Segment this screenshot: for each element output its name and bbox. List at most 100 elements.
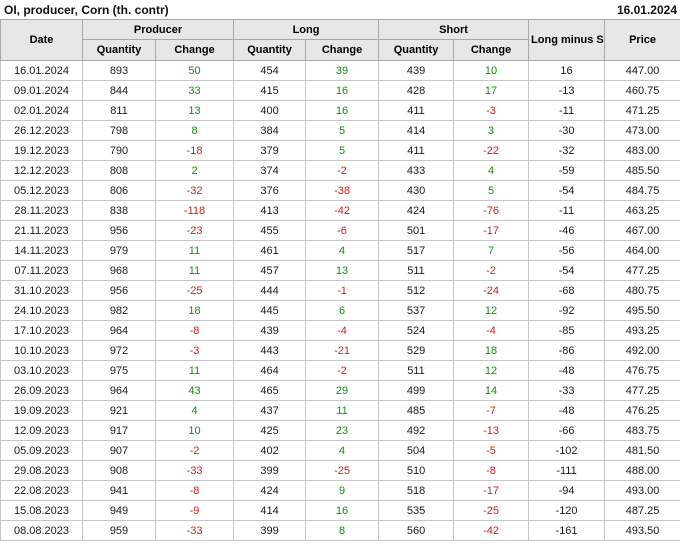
cell-short-quantity: 517 <box>378 240 455 261</box>
col-header-long-minus-short: Long minus Short <box>528 19 606 61</box>
cell-producer-change: 11 <box>154 240 235 261</box>
cell-producer-change: -8 <box>154 480 235 501</box>
cell-long-quantity: 415 <box>233 80 307 101</box>
cell-long-quantity: 384 <box>233 120 307 141</box>
cell-producer-quantity: 964 <box>82 380 156 401</box>
title-bar: OI, producer, Corn (th. contr) 16.01.202… <box>0 0 680 19</box>
cell-long-change: -38 <box>305 180 380 201</box>
table-row: 24.10.2023 982 18 445 6 537 12 -92 495.5… <box>0 300 680 321</box>
cell-long-minus-short: -11 <box>528 200 606 221</box>
cell-producer-change: -118 <box>154 200 235 221</box>
cell-date: 09.01.2024 <box>0 80 83 101</box>
cell-long-minus-short: -13 <box>528 80 606 101</box>
cell-price: 471.25 <box>604 100 680 121</box>
cell-short-change: -17 <box>453 480 530 501</box>
cell-producer-quantity: 956 <box>82 280 156 301</box>
cell-producer-quantity: 790 <box>82 140 156 161</box>
cell-price: 476.75 <box>604 360 680 381</box>
cell-date: 24.10.2023 <box>0 300 83 321</box>
cell-short-change: 18 <box>453 340 530 361</box>
cell-short-quantity: 511 <box>378 260 455 281</box>
cell-producer-quantity: 959 <box>82 520 156 541</box>
cell-date: 16.01.2024 <box>0 60 83 81</box>
cell-producer-quantity: 838 <box>82 200 156 221</box>
cell-short-change: -13 <box>453 420 530 441</box>
oi-table: Date Producer Long Short Long minus Shor… <box>0 19 680 541</box>
cell-short-quantity: 510 <box>378 460 455 481</box>
cell-producer-quantity: 956 <box>82 220 156 241</box>
cell-producer-quantity: 811 <box>82 100 156 121</box>
cell-long-minus-short: -66 <box>528 420 606 441</box>
col-group-short: Short <box>378 19 530 40</box>
col-header-long-change: Change <box>305 39 380 61</box>
cell-date: 05.09.2023 <box>0 440 83 461</box>
cell-short-change: 4 <box>453 160 530 181</box>
col-group-long: Long <box>233 19 380 40</box>
cell-short-change: 17 <box>453 80 530 101</box>
cell-short-quantity: 411 <box>378 100 455 121</box>
cell-long-change: 5 <box>305 140 380 161</box>
cell-producer-quantity: 798 <box>82 120 156 141</box>
table-row: 10.10.2023 972 -3 443 -21 529 18 -86 492… <box>0 340 680 361</box>
cell-producer-change: 43 <box>154 380 235 401</box>
cell-producer-quantity: 941 <box>82 480 156 501</box>
cell-long-minus-short: -111 <box>528 460 606 481</box>
cell-long-minus-short: -120 <box>528 500 606 521</box>
col-header-producer-change: Change <box>154 39 235 61</box>
cell-short-change: 14 <box>453 380 530 401</box>
cell-date: 02.01.2024 <box>0 100 83 121</box>
cell-short-change: -76 <box>453 200 530 221</box>
cell-producer-quantity: 908 <box>82 460 156 481</box>
cell-producer-quantity: 917 <box>82 420 156 441</box>
cell-long-minus-short: -54 <box>528 260 606 281</box>
table-row: 15.08.2023 949 -9 414 16 535 -25 -120 48… <box>0 500 680 521</box>
cell-short-quantity: 504 <box>378 440 455 461</box>
col-header-producer-quantity: Quantity <box>82 39 156 61</box>
cell-long-change: 29 <box>305 380 380 401</box>
table-row: 08.08.2023 959 -33 399 8 560 -42 -161 49… <box>0 520 680 541</box>
cell-long-quantity: 379 <box>233 140 307 161</box>
table-row: 28.11.2023 838 -118 413 -42 424 -76 -11 … <box>0 200 680 221</box>
table-row: 17.10.2023 964 -8 439 -4 524 -4 -85 493.… <box>0 320 680 341</box>
table-row: 26.12.2023 798 8 384 5 414 3 -30 473.00 <box>0 120 680 141</box>
cell-long-change: 23 <box>305 420 380 441</box>
cell-long-change: -42 <box>305 200 380 221</box>
cell-producer-change: 11 <box>154 360 235 381</box>
cell-short-change: 12 <box>453 360 530 381</box>
cell-price: 480.75 <box>604 280 680 301</box>
cell-producer-quantity: 808 <box>82 160 156 181</box>
cell-short-quantity: 535 <box>378 500 455 521</box>
table-row: 05.12.2023 806 -32 376 -38 430 5 -54 484… <box>0 180 680 201</box>
cell-long-change: -21 <box>305 340 380 361</box>
col-header-long-quantity: Quantity <box>233 39 307 61</box>
cell-long-quantity: 374 <box>233 160 307 181</box>
cell-price: 487.25 <box>604 500 680 521</box>
cell-price: 447.00 <box>604 60 680 81</box>
cell-short-change: 10 <box>453 60 530 81</box>
cell-short-quantity: 424 <box>378 200 455 221</box>
cell-long-quantity: 457 <box>233 260 307 281</box>
cell-date: 19.12.2023 <box>0 140 83 161</box>
cell-date: 19.09.2023 <box>0 400 83 421</box>
cell-date: 26.09.2023 <box>0 380 83 401</box>
cell-short-quantity: 524 <box>378 320 455 341</box>
cell-producer-quantity: 975 <box>82 360 156 381</box>
cell-price: 495.50 <box>604 300 680 321</box>
table-row: 12.09.2023 917 10 425 23 492 -13 -66 483… <box>0 420 680 441</box>
cell-short-change: 7 <box>453 240 530 261</box>
cell-long-quantity: 413 <box>233 200 307 221</box>
cell-short-change: -7 <box>453 400 530 421</box>
cell-short-change: -42 <box>453 520 530 541</box>
table-row: 19.09.2023 921 4 437 11 485 -7 -48 476.2… <box>0 400 680 421</box>
table-header: Date Producer Long Short Long minus Shor… <box>0 19 680 61</box>
col-header-short-change: Change <box>453 39 530 61</box>
col-header-date: Date <box>0 19 83 61</box>
cell-long-quantity: 399 <box>233 460 307 481</box>
cell-long-minus-short: -48 <box>528 400 606 421</box>
cell-long-change: 16 <box>305 500 380 521</box>
cell-producer-quantity: 921 <box>82 400 156 421</box>
cell-short-change: -17 <box>453 220 530 241</box>
cell-long-change: 5 <box>305 120 380 141</box>
cell-long-change: 16 <box>305 80 380 101</box>
cell-short-change: -24 <box>453 280 530 301</box>
